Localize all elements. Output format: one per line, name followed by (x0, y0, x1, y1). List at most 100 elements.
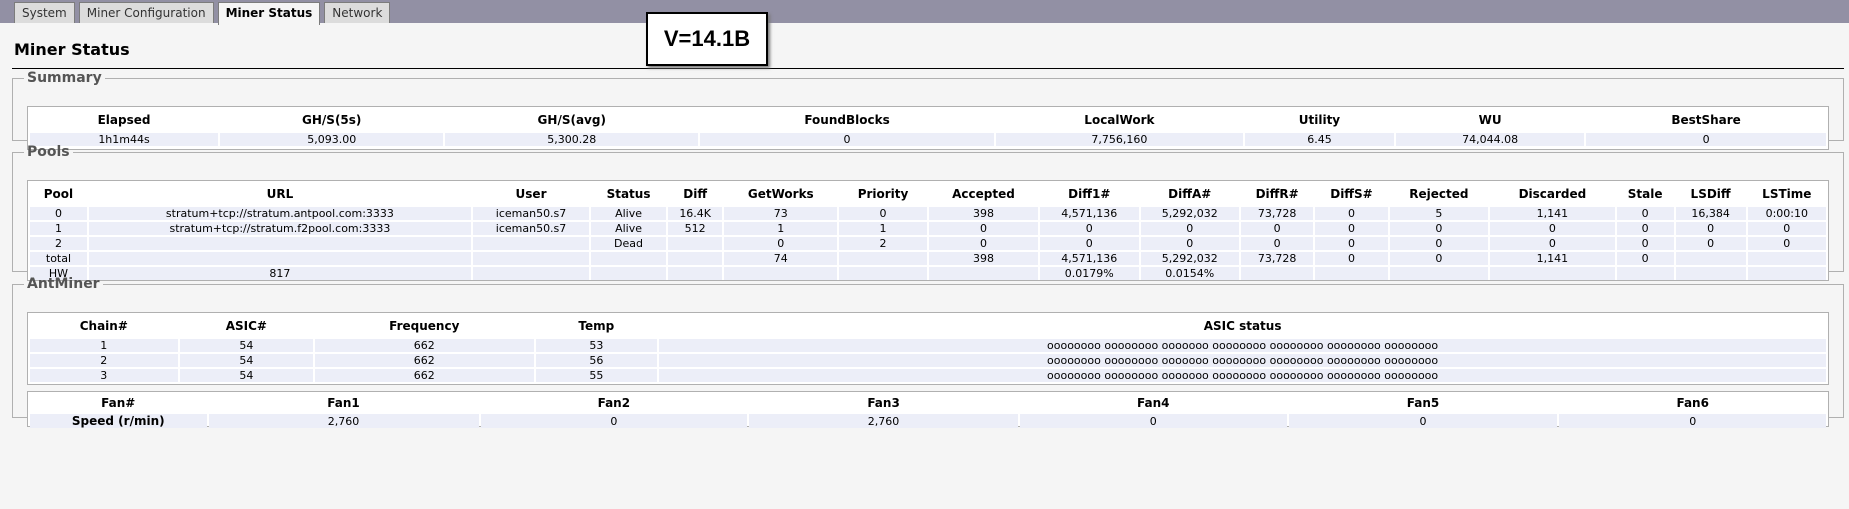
pool-cell: 16.4K (667, 207, 723, 220)
pool-cell: Alive (591, 222, 666, 235)
pool-cell: 0 (1747, 237, 1826, 250)
fans-header: Fan1 (327, 396, 360, 410)
antminer-legend: AntMiner (27, 276, 100, 292)
pools-header: User (515, 187, 547, 201)
fans-panel: Fan# Fan1 Fan2 Fan3 Fan4 Fan5 Fan6 Speed… (27, 391, 1829, 430)
pools-table: Pool URL User Status Diff GetWorks Prior… (28, 181, 1828, 282)
pool-cell (667, 237, 723, 250)
pool-cell: 0 (928, 222, 1039, 235)
fans-header: Fan4 (1137, 396, 1170, 410)
pools-header: Discarded (1518, 187, 1587, 201)
tab-miner-status[interactable]: Miner Status (217, 2, 321, 25)
summary-value: 5,300.28 (445, 133, 699, 146)
pool-cell: 73 (724, 207, 838, 220)
pool-cell: Alive (591, 207, 666, 220)
chains-header-row: Chain# ASIC# Frequency Temp ASIC status (30, 315, 1826, 337)
pool-cell: 398 (928, 207, 1039, 220)
pool-cell: 0 (1616, 207, 1674, 220)
pool-cell: 2 (839, 237, 927, 250)
pools-header: URL (266, 187, 294, 201)
antminer-section: AntMiner Chain# ASIC# Frequency Temp ASI… (12, 276, 1844, 428)
summary-header: GH/S(5s) (302, 113, 362, 127)
pool-cell: 0 (1315, 237, 1388, 250)
pool-cell (1747, 252, 1826, 265)
chain-cell: 662 (315, 339, 534, 352)
pools-header-row: Pool URL User Status Diff GetWorks Prior… (30, 183, 1826, 205)
tab-network[interactable]: Network (324, 2, 391, 23)
pool-cell: iceman50.s7 (472, 222, 590, 235)
pool-cell: 1 (839, 222, 927, 235)
pool-cell: 0 (1616, 237, 1674, 250)
fan-speed-value: 0 (1020, 414, 1287, 428)
pool-cell: 0 (1140, 222, 1239, 235)
chains-header: Temp (578, 319, 615, 333)
pool-cell: 4,571,136 (1040, 252, 1139, 265)
pool-cell: 0:00:10 (1747, 207, 1826, 220)
pools-header: DiffA# (1168, 187, 1212, 201)
chain-cell: 54 (179, 339, 314, 352)
pool-cell: iceman50.s7 (472, 207, 590, 220)
chain-cell: 54 (179, 369, 314, 382)
summary-header: WU (1478, 113, 1502, 127)
tab-bar: System Miner Configuration Miner Status … (14, 2, 391, 25)
chain-cell: 55 (535, 369, 658, 382)
fans-table: Fan# Fan1 Fan2 Fan3 Fan4 Fan5 Fan6 Speed… (28, 392, 1828, 430)
summary-value: 7,756,160 (995, 133, 1243, 146)
pool-cell (839, 252, 927, 265)
chain-cell: 53 (535, 339, 658, 352)
pool-cell: 0 (1040, 222, 1139, 235)
pool-cell: 0 (1240, 222, 1314, 235)
pool-cell: 0 (839, 207, 927, 220)
summary-table: Elapsed GH/S(5s) GH/S(avg) FoundBlocks L… (28, 107, 1828, 148)
summary-value: 74,044.08 (1396, 133, 1585, 146)
pool-cell (88, 252, 471, 265)
chain-cell: 1 (30, 339, 178, 352)
pool-row: 1 stratum+tcp://stratum.f2pool.com:3333 ic… (30, 222, 1826, 235)
pools-header: LSDiff (1690, 187, 1731, 201)
fan-speed-value: 2,760 (749, 414, 1018, 428)
summary-header: LocalWork (1084, 113, 1155, 127)
chains-panel: Chain# ASIC# Frequency Temp ASIC status … (27, 312, 1829, 385)
summary-header: GH/S(avg) (537, 113, 606, 127)
chain-cell: 662 (315, 369, 534, 382)
pool-cell: 0 (1675, 222, 1746, 235)
summary-value: 5,093.00 (220, 133, 444, 146)
fans-header: Fan2 (597, 396, 631, 410)
pool-cell: 0 (1315, 252, 1388, 265)
pool-row: total 74 398 4,571,136 5,292,032 73,728 0 0 1,14… (30, 252, 1826, 265)
fan-speed-value: 2,760 (208, 414, 479, 428)
pools-header: Diff1# (1068, 187, 1111, 201)
chain-cell: 2 (30, 354, 178, 367)
tab-miner-configuration[interactable]: Miner Configuration (78, 2, 214, 23)
pool-cell (667, 252, 723, 265)
tab-system[interactable]: System (14, 2, 75, 23)
summary-value: 1h1m44s (30, 133, 219, 146)
pools-header: Pool (43, 187, 74, 201)
fans-speed-row: Speed (r/min) 2,760 0 2,760 0 0 0 (30, 414, 1826, 428)
pool-cell: 0 (1747, 222, 1826, 235)
chain-cell: oooooooo oooooooo ooooooo oooooooo ooooo… (659, 354, 1826, 367)
chains-header: Frequency (389, 319, 460, 333)
pool-cell: 1,141 (1490, 207, 1615, 220)
pool-cell: 398 (928, 252, 1039, 265)
chain-row: 1 54 662 53 oooooooo oooooooo ooooooo oooooo… (30, 339, 1826, 352)
pool-cell: 0 (1389, 222, 1489, 235)
chain-cell: 3 (30, 369, 178, 382)
pool-cell: 73,728 (1240, 252, 1314, 265)
chain-cell: 54 (179, 354, 314, 367)
pools-header: Diff (683, 187, 708, 201)
summary-header-row: Elapsed GH/S(5s) GH/S(avg) FoundBlocks L… (30, 109, 1826, 131)
pool-cell (591, 252, 666, 265)
pool-cell: 0 (724, 237, 838, 250)
pool-row: 2 Dead 0 2 0 0 0 0 0 0 0 0 0 0 (30, 237, 1826, 250)
pool-cell: 1 (30, 222, 87, 235)
pool-cell: 0 (1389, 237, 1489, 250)
chains-table: Chain# ASIC# Frequency Temp ASIC status … (28, 313, 1828, 384)
pool-cell: 5,292,032 (1140, 252, 1239, 265)
pool-cell: 73,728 (1240, 207, 1314, 220)
pool-cell: stratum+tcp://stratum.antpool.com:3333 (88, 207, 471, 220)
pools-panel: Pool URL User Status Diff GetWorks Prior… (27, 180, 1829, 281)
pool-cell: 0 (1490, 222, 1615, 235)
title-divider (12, 68, 1844, 69)
pool-cell: 1 (724, 222, 838, 235)
